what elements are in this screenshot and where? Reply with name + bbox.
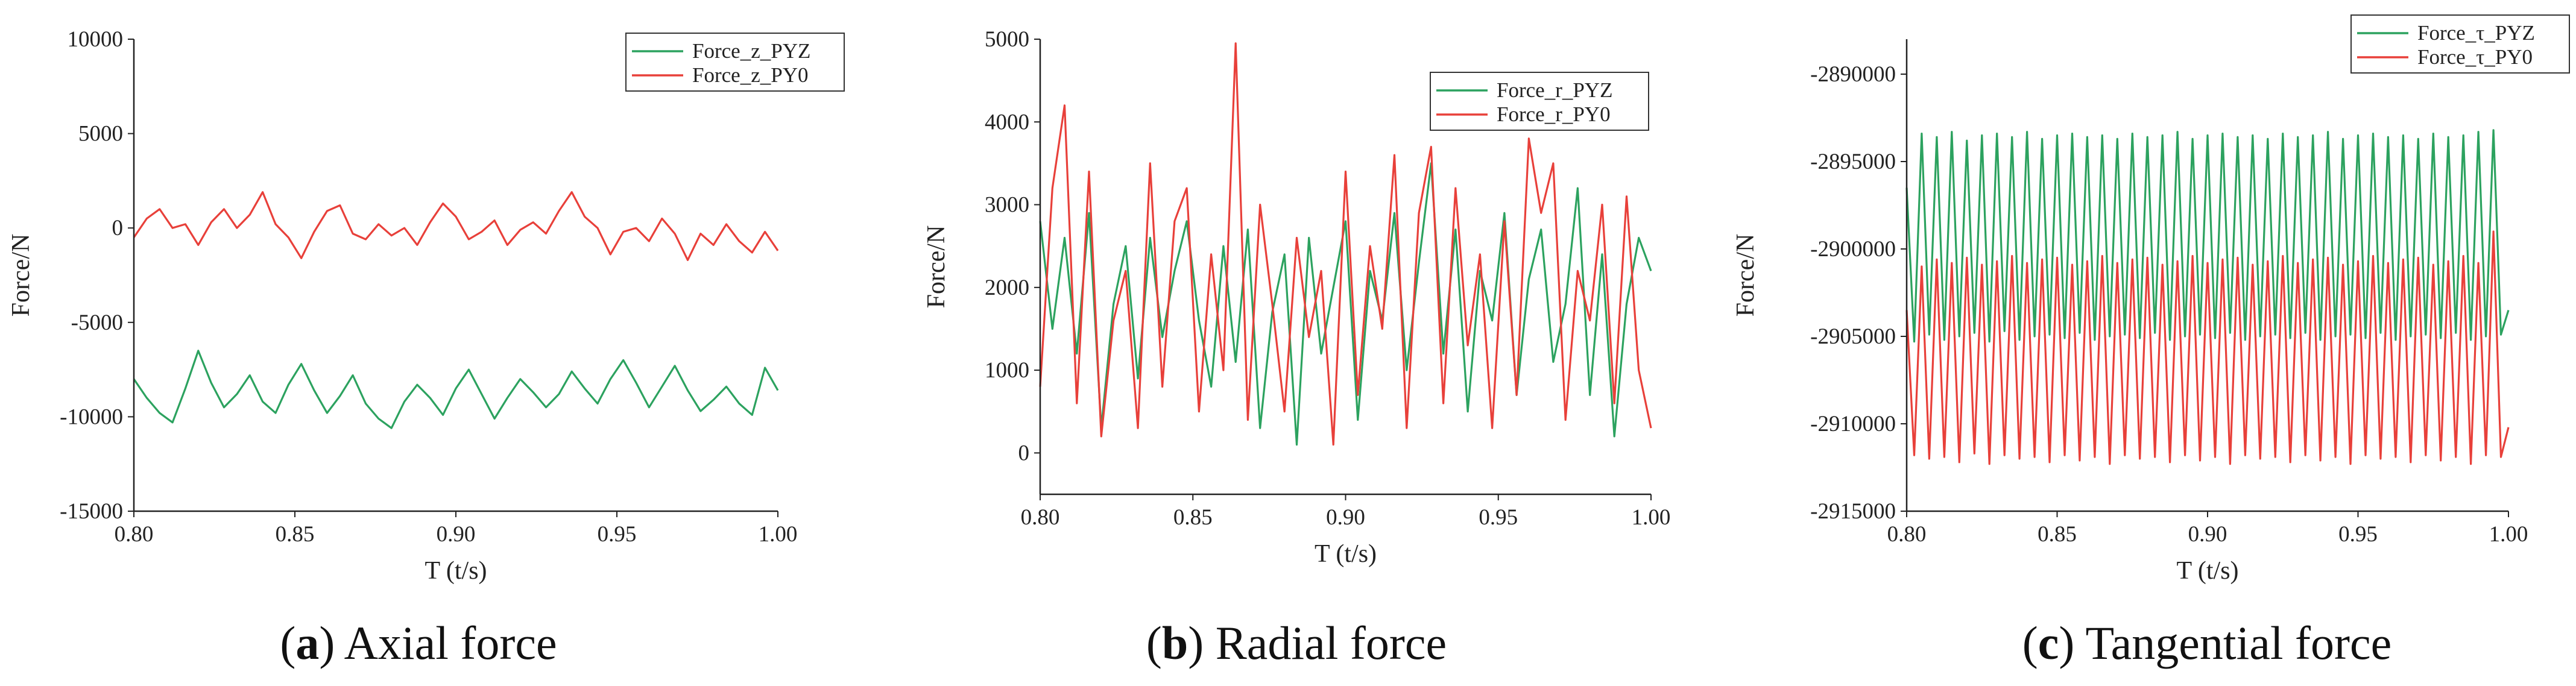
chart-c-ytick-label: -2900000 — [1810, 237, 1896, 262]
chart-c-xtick-label: 0.80 — [1887, 522, 1927, 547]
chart-a-caption: (a) Axial force — [280, 617, 557, 669]
chart-a-xtick-label: 0.85 — [276, 522, 315, 547]
chart-c-xtick-label: 1.00 — [2489, 522, 2528, 547]
chart-b-xtick-label: 0.90 — [1326, 505, 1365, 530]
chart-a-y-axis-title: Force/N — [7, 234, 35, 317]
chart-c-caption-text: Tangential force — [2085, 617, 2391, 669]
chart-b-xtick-label: 0.80 — [1021, 505, 1060, 530]
chart-c-ytick-label: -2905000 — [1810, 324, 1896, 349]
chart-b-x-axis-title: T (t/s) — [1315, 540, 1377, 568]
chart-a-ytick-label: 10000 — [68, 27, 124, 52]
chart-c-legend-label: Force_τ_PYZ — [2417, 21, 2535, 45]
chart-a-x-axis-title: T (t/s) — [425, 557, 487, 585]
chart-c-caption-letter: c — [2038, 617, 2059, 669]
chart-a-ytick-label: 0 — [112, 216, 124, 241]
chart-b: 0 1000 2000 3000 4000 5000 0.80 0.85 0.90 0.95 1.0… — [923, 27, 1670, 669]
chart-a-legend-label: Force_z_PY0 — [692, 63, 808, 87]
chart-a-legend-label: Force_z_PYZ — [692, 39, 810, 63]
chart-b-caption-open: ( — [1146, 617, 1162, 669]
chart-c-ytick-label: -2890000 — [1810, 62, 1896, 87]
chart-c: -2915000 -2910000 -2905000 -2900000 -2895000… — [1732, 14, 2570, 669]
chart-b-xtick-label: 1.00 — [1632, 505, 1671, 530]
chart-a-xtick-label: 0.95 — [598, 522, 637, 547]
chart-a-xtick-label: 0.90 — [437, 522, 476, 547]
chart-c-xtick-label: 0.95 — [2338, 522, 2378, 547]
chart-b-series-force-r-py0 — [1039, 42, 1652, 446]
chart-b-legend-label: Force_r_PYZ — [1497, 78, 1612, 102]
chart-c-series-force-pyz — [1905, 129, 2510, 343]
chart-a-caption-text: Axial force — [344, 617, 557, 669]
chart-c-caption-open: ( — [2022, 617, 2038, 669]
chart-b-ytick-label: 2000 — [985, 275, 1029, 300]
chart-c-caption: (c) Tangential force — [2022, 617, 2391, 669]
chart-b-legend-box — [1430, 72, 1649, 131]
chart-c-ytick-label: -2895000 — [1810, 149, 1896, 174]
chart-b-ytick-label: 1000 — [985, 358, 1029, 383]
chart-a-xtick-label: 0.80 — [115, 522, 154, 547]
chart-b-caption: (b) Radial force — [1146, 617, 1447, 669]
chart-b-ytick-label: 3000 — [985, 193, 1029, 218]
chart-c-x-axis-title: T (t/s) — [2176, 557, 2238, 585]
chart-a-series-force-z-pyz — [133, 350, 779, 429]
chart-c-xtick-label: 0.85 — [2038, 522, 2077, 547]
chart-a-series-force-z-py0 — [133, 191, 779, 261]
chart-b-caption-close: ) — [1188, 617, 1215, 669]
chart-c-legend-box — [2350, 14, 2570, 74]
chart-a-caption-close: ) — [319, 617, 344, 669]
chart-c-legend-label: Force_τ_PY0 — [2417, 45, 2533, 69]
chart-a-xtick-label: 1.00 — [759, 522, 798, 547]
chart-a-legend-box — [625, 33, 845, 92]
chart-c-xtick-label: 0.90 — [2188, 522, 2227, 547]
chart-c-ytick-label: -2910000 — [1810, 412, 1896, 436]
chart-a-caption-open: ( — [280, 617, 295, 669]
chart-b-legend-label: Force_r_PY0 — [1497, 102, 1611, 126]
chart-b-ytick-label: 0 — [1018, 441, 1030, 465]
chart-a-ytick-label: 5000 — [78, 122, 123, 146]
chart-b-y-axis-title: Force/N — [923, 225, 950, 309]
chart-c-series-force-py0 — [1905, 230, 2510, 465]
chart-b-ytick-label: 4000 — [985, 110, 1029, 134]
chart-a-caption-letter: a — [295, 617, 319, 669]
chart-a-ytick-label: -10000 — [60, 404, 123, 429]
chart-b-xtick-label: 0.95 — [1479, 505, 1518, 530]
chart-b-caption-letter: b — [1162, 617, 1188, 669]
chart-a-ytick-label: -5000 — [71, 310, 123, 335]
chart-b-xtick-label: 0.85 — [1173, 505, 1213, 530]
chart-a: -15000 -10000 -5000 0 5000 10000 0.80 0.85 0.90 0… — [7, 27, 845, 669]
chart-c-caption-close: ) — [2059, 617, 2085, 669]
chart-b-caption-text: Radial force — [1216, 617, 1447, 669]
chart-a-ytick-label: -15000 — [60, 499, 123, 524]
chart-c-ytick-label: -2915000 — [1810, 499, 1896, 524]
chart-c-y-axis-title: Force/N — [1732, 234, 1760, 317]
chart-b-ytick-label: 5000 — [985, 27, 1029, 52]
